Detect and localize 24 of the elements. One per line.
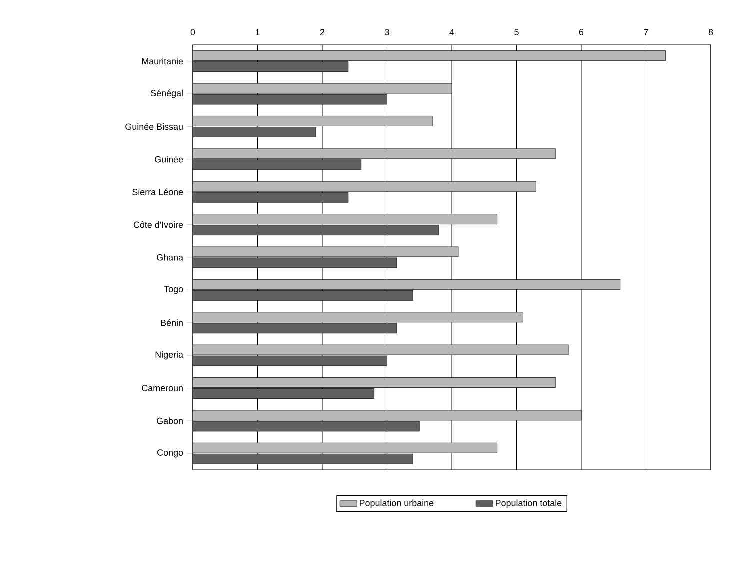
x-tick-label: 6: [579, 29, 584, 36]
x-tick-label: 1: [256, 29, 260, 36]
y-tick-label: Gabon: [157, 418, 183, 424]
y-tick-label: Nigeria: [156, 351, 184, 360]
y-tick-label: Mauritanie: [142, 58, 184, 65]
y-tick-label: Côte d'Ivoire: [134, 221, 184, 228]
y-tick-label: Ghana: [157, 254, 184, 261]
legend-label: Population totale: [496, 500, 562, 508]
y-tick-label: Guinée: [155, 156, 184, 163]
x-tick-label: 2: [320, 29, 325, 36]
x-tick-label: 8: [708, 29, 714, 36]
x-tick-label: 0: [190, 29, 196, 36]
x-tick-label: 7: [644, 29, 648, 36]
y-tick-label: Guinée Bissau: [126, 123, 183, 130]
y-tick-label: Bénin: [161, 320, 183, 326]
x-tick-label: 4: [450, 29, 454, 36]
legend-label: Population urbaine: [360, 500, 434, 508]
y-tick-label: Cameroun: [142, 385, 183, 392]
y-tick-label: Sierra Léone: [132, 188, 184, 196]
x-tick-label: 5: [514, 29, 519, 36]
y-tick-label: Togo: [164, 286, 184, 294]
x-tick-label: 3: [385, 29, 390, 36]
y-tick-label: Congo: [158, 450, 184, 458]
y-tick-label: Sénégal: [151, 90, 183, 98]
